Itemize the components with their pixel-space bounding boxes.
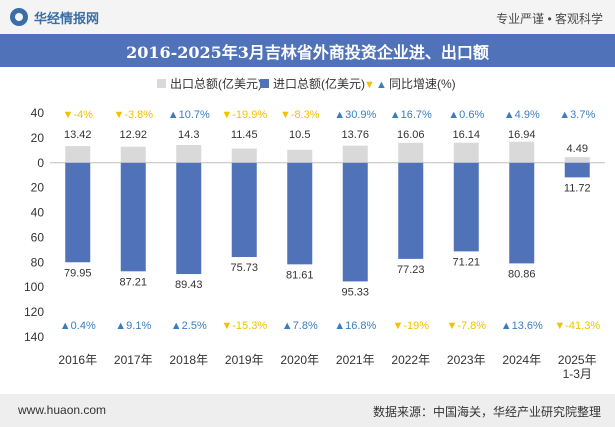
import-value-label: 75.73 bbox=[230, 262, 258, 274]
footer-website: www.huaon.com bbox=[18, 403, 107, 417]
export-value-label: 16.94 bbox=[508, 129, 536, 141]
chart-title: 2016-2025年3月吉林省外商投资企业进、出口额 bbox=[126, 42, 489, 62]
import-yoy-label: ▼-19% bbox=[392, 320, 429, 332]
x-tick-label: 2021年 bbox=[336, 353, 375, 367]
y-tick-label: 80 bbox=[31, 255, 45, 269]
legend-swatch-1 bbox=[260, 79, 269, 88]
export-bar bbox=[120, 146, 146, 163]
export-bar bbox=[287, 149, 313, 163]
export-bar bbox=[564, 157, 590, 163]
import-yoy-label: ▲13.6% bbox=[501, 320, 543, 332]
import-bar bbox=[231, 162, 257, 258]
brand-name: 华经情报网 bbox=[34, 10, 100, 26]
import-bar bbox=[287, 162, 313, 265]
export-value-label: 13.76 bbox=[341, 129, 369, 141]
chart: 出口总额(亿美元) 进口总额(亿美元) ▼ ▲ 同比增速(%) 40 20 0 20 40 60 80… bbox=[24, 76, 605, 381]
x-tick-label: 2022年 bbox=[391, 353, 430, 367]
export-yoy-label: ▲4.9% bbox=[504, 109, 540, 121]
import-value-label: 80.86 bbox=[508, 268, 536, 280]
import-value-label: 77.23 bbox=[397, 264, 425, 276]
import-value-label: 87.21 bbox=[119, 276, 147, 288]
import-yoy-label: ▼-15.3% bbox=[221, 320, 267, 332]
import-yoy-label: ▲9.1% bbox=[115, 320, 151, 332]
brand-logo-icon bbox=[10, 8, 28, 26]
brand-logo: 华经情报网 bbox=[10, 8, 99, 26]
export-yoy-label: ▲3.7% bbox=[559, 109, 595, 121]
x-tick-label: 2025年 bbox=[558, 353, 597, 367]
export-bar bbox=[65, 146, 91, 163]
import-bar bbox=[342, 162, 368, 282]
y-tick-label: 140 bbox=[24, 330, 44, 344]
x-tick-label: 2017年 bbox=[114, 353, 153, 367]
legend-label-0: 出口总额(亿美元) bbox=[170, 76, 262, 91]
import-value-label: 81.61 bbox=[286, 269, 314, 281]
import-yoy-label: ▲2.5% bbox=[171, 320, 207, 332]
y-tick-label: 40 bbox=[31, 206, 45, 220]
x-tick-label: 1-3月 bbox=[563, 367, 592, 381]
export-bar bbox=[453, 142, 479, 163]
import-yoy-label: ▼-41.3% bbox=[554, 320, 600, 332]
y-tick-label: 120 bbox=[24, 305, 44, 319]
y-tick-label: 0 bbox=[37, 156, 44, 170]
x-tick-label: 2018年 bbox=[169, 353, 208, 367]
legend-swatch-0 bbox=[157, 79, 166, 88]
import-bar bbox=[65, 162, 91, 263]
legend-up-icon: ▲ bbox=[376, 79, 387, 91]
import-value-label: 11.72 bbox=[564, 182, 591, 194]
top-bar: 华经情报网 专业严谨 • 客观科学 bbox=[0, 0, 615, 34]
x-tick-label: 2016年 bbox=[58, 353, 97, 367]
export-value-label: 11.45 bbox=[231, 129, 258, 141]
x-tick-label: 2023年 bbox=[447, 353, 486, 367]
y-tick-label: 60 bbox=[31, 230, 45, 244]
export-bar bbox=[398, 142, 424, 163]
title-bar: 2016-2025年3月吉林省外商投资企业进、出口额 bbox=[0, 34, 615, 67]
import-bar bbox=[398, 162, 424, 259]
legend-label-1: 进口总额(亿美元) bbox=[273, 76, 365, 91]
y-tick-label: 20 bbox=[31, 131, 45, 145]
import-yoy-label: ▲16.8% bbox=[334, 320, 376, 332]
export-bar bbox=[509, 141, 535, 163]
tagline: 专业严谨 • 客观科学 bbox=[496, 12, 603, 26]
export-yoy-label: ▼-3.8% bbox=[113, 109, 153, 121]
export-yoy-label: ▲30.9% bbox=[334, 109, 376, 121]
y-tick-label: 100 bbox=[24, 280, 44, 294]
export-bar bbox=[342, 145, 368, 163]
import-bar bbox=[176, 162, 202, 275]
footer: www.huaon.com 数据来源：中国海关，华经产业研究院整理 bbox=[0, 394, 615, 427]
import-bar bbox=[453, 162, 479, 252]
x-tick-label: 2024年 bbox=[502, 353, 541, 367]
y-tick-label: 20 bbox=[31, 181, 45, 195]
import-value-label: 79.95 bbox=[64, 267, 92, 279]
import-value-label: 71.21 bbox=[452, 256, 480, 268]
export-bar bbox=[231, 148, 257, 163]
import-bar bbox=[120, 162, 146, 272]
import-value-label: 89.43 bbox=[175, 279, 203, 291]
export-value-label: 14.3 bbox=[178, 129, 199, 141]
export-yoy-label: ▼-4% bbox=[63, 109, 94, 121]
export-value-label: 4.49 bbox=[567, 143, 588, 155]
export-yoy-label: ▲0.6% bbox=[448, 109, 484, 121]
export-value-label: 12.92 bbox=[119, 129, 147, 141]
x-tick-label: 2019年 bbox=[225, 353, 264, 367]
export-yoy-label: ▲16.7% bbox=[390, 109, 432, 121]
export-value-label: 10.5 bbox=[289, 129, 310, 141]
import-yoy-label: ▼-7.8% bbox=[446, 320, 486, 332]
import-bar bbox=[564, 162, 590, 178]
x-tick-label: 2020年 bbox=[280, 353, 319, 367]
export-value-label: 16.14 bbox=[452, 129, 480, 141]
legend-down-icon: ▼ bbox=[364, 79, 375, 91]
export-yoy-label: ▼-19.9% bbox=[221, 109, 267, 121]
export-value-label: 16.06 bbox=[397, 129, 425, 141]
import-yoy-label: ▲7.8% bbox=[282, 320, 318, 332]
import-value-label: 95.33 bbox=[341, 286, 369, 298]
export-yoy-label: ▼-8.3% bbox=[280, 109, 320, 121]
export-bar bbox=[176, 144, 202, 163]
import-bar bbox=[509, 162, 535, 264]
export-value-label: 13.42 bbox=[64, 129, 92, 141]
export-yoy-label: ▲10.7% bbox=[168, 109, 210, 121]
legend-label-2: 同比增速(%) bbox=[389, 77, 456, 91]
import-yoy-label: ▲0.4% bbox=[60, 320, 96, 332]
footer-source: 数据来源：中国海关，华经产业研究院整理 bbox=[372, 405, 601, 419]
y-tick-label: 40 bbox=[31, 106, 45, 120]
